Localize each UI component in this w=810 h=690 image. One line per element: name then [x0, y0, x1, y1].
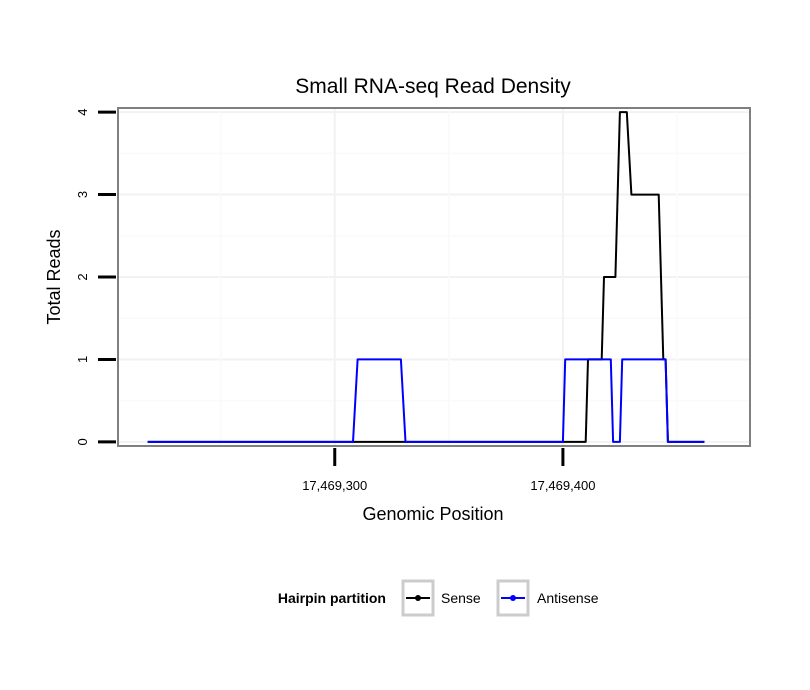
x-axis-title: Genomic Position — [362, 504, 503, 524]
legend-title: Hairpin partition — [278, 590, 386, 606]
x-axis: 17,469,300 17,469,400 — [302, 448, 595, 493]
y-tick-label: 3 — [75, 191, 90, 198]
chart-title: Small RNA-seq Read Density — [295, 75, 571, 98]
legend-item-sense: Sense — [401, 579, 481, 617]
plot-border — [117, 107, 751, 447]
y-axis-title: Total Reads — [44, 229, 64, 324]
legend-item-antisense: Antisense — [496, 579, 599, 617]
series-line-antisense — [147, 358, 705, 443]
legend-label-antisense: Antisense — [537, 590, 599, 606]
x-tick-label: 17,469,400 — [530, 478, 595, 493]
legend-label-sense: Sense — [441, 590, 481, 606]
y-tick-label: 2 — [75, 273, 90, 280]
legend-point-antisense — [510, 595, 516, 601]
y-tick-label: 0 — [75, 438, 90, 445]
grid-lines — [118, 108, 750, 446]
series-lines — [147, 111, 705, 443]
y-axis: 0 1 2 3 4 — [75, 109, 116, 445]
y-tick-label: 4 — [75, 109, 90, 116]
legend: Hairpin partition Sense Antisense — [278, 579, 599, 617]
y-tick-label: 1 — [75, 356, 90, 363]
legend-point-sense — [415, 595, 421, 601]
x-tick-label: 17,469,300 — [302, 478, 367, 493]
